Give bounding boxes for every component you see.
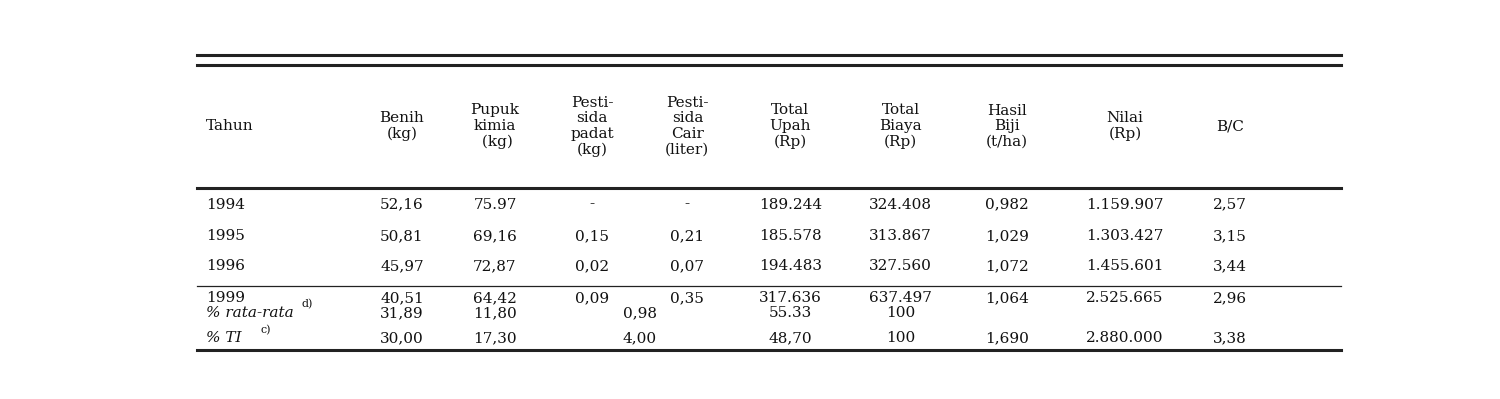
Text: 11,80: 11,80 <box>472 306 518 320</box>
Text: 31,89: 31,89 <box>380 306 424 320</box>
Text: 3,44: 3,44 <box>1212 259 1246 273</box>
Text: 0,35: 0,35 <box>670 291 705 305</box>
Text: 189.244: 189.244 <box>759 198 822 211</box>
Text: Total
Biaya
(Rp): Total Biaya (Rp) <box>879 103 922 149</box>
Text: 0,982: 0,982 <box>986 198 1029 211</box>
Text: % rata-rata: % rata-rata <box>206 306 294 320</box>
Text: d): d) <box>302 299 313 310</box>
Text: 0,02: 0,02 <box>574 259 609 273</box>
Text: 313.867: 313.867 <box>870 229 932 243</box>
Text: 1,029: 1,029 <box>986 229 1029 243</box>
Text: 2,96: 2,96 <box>1212 291 1246 305</box>
Text: 2.525.665: 2.525.665 <box>1086 291 1164 305</box>
Text: 1994: 1994 <box>206 198 245 211</box>
Text: 0,07: 0,07 <box>670 259 705 273</box>
Text: 64,42: 64,42 <box>472 291 518 305</box>
Text: 17,30: 17,30 <box>472 331 518 345</box>
Text: 1,072: 1,072 <box>986 259 1029 273</box>
Text: 0,09: 0,09 <box>574 291 609 305</box>
Text: 100: 100 <box>886 306 915 320</box>
Text: 324.408: 324.408 <box>868 198 932 211</box>
Text: 50,81: 50,81 <box>380 229 424 243</box>
Text: 72,87: 72,87 <box>472 259 516 273</box>
Text: 30,00: 30,00 <box>380 331 424 345</box>
Text: 0,21: 0,21 <box>670 229 705 243</box>
Text: 0,15: 0,15 <box>574 229 609 243</box>
Text: 1.159.907: 1.159.907 <box>1086 198 1164 211</box>
Text: Pupuk
kimia
 (kg): Pupuk kimia (kg) <box>471 103 519 149</box>
Text: 317.636: 317.636 <box>759 291 822 305</box>
Text: 4,00: 4,00 <box>622 331 657 345</box>
Text: 48,70: 48,70 <box>768 331 812 345</box>
Text: 194.483: 194.483 <box>759 259 822 273</box>
Text: Hasil
Biji
(t/ha): Hasil Biji (t/ha) <box>986 104 1028 149</box>
Text: 1999: 1999 <box>206 291 245 305</box>
Text: 3,38: 3,38 <box>1214 331 1246 345</box>
Text: 1.303.427: 1.303.427 <box>1086 229 1164 243</box>
Text: 0,98: 0,98 <box>622 306 657 320</box>
Text: 185.578: 185.578 <box>759 229 822 243</box>
Text: -: - <box>686 198 690 211</box>
Text: Total
Upah
(Rp): Total Upah (Rp) <box>770 103 812 149</box>
Text: 1995: 1995 <box>206 229 245 243</box>
Text: 52,16: 52,16 <box>380 198 424 211</box>
Text: 40,51: 40,51 <box>380 291 424 305</box>
Text: -: - <box>590 198 594 211</box>
Text: 3,15: 3,15 <box>1212 229 1246 243</box>
Text: Nilai
(Rp): Nilai (Rp) <box>1107 111 1143 141</box>
Text: B/C: B/C <box>1215 119 1243 133</box>
Text: 75.97: 75.97 <box>474 198 516 211</box>
Text: 2.880.000: 2.880.000 <box>1086 331 1164 345</box>
Text: Pesti-
sida
Cair
(liter): Pesti- sida Cair (liter) <box>666 96 710 157</box>
Text: c): c) <box>261 324 272 335</box>
Text: Pesti-
sida
padat
(kg): Pesti- sida padat (kg) <box>570 95 614 157</box>
Text: % TI: % TI <box>206 331 242 345</box>
Text: Benih
(kg): Benih (kg) <box>380 111 424 141</box>
Text: 327.560: 327.560 <box>870 259 932 273</box>
Text: 1,064: 1,064 <box>986 291 1029 305</box>
Text: 637.497: 637.497 <box>870 291 932 305</box>
Text: 1996: 1996 <box>206 259 245 273</box>
Text: 1.455.601: 1.455.601 <box>1086 259 1164 273</box>
Text: 2,57: 2,57 <box>1212 198 1246 211</box>
Text: 69,16: 69,16 <box>472 229 518 243</box>
Text: Tahun: Tahun <box>206 119 254 133</box>
Text: 45,97: 45,97 <box>380 259 424 273</box>
Text: 55.33: 55.33 <box>768 306 812 320</box>
Text: 100: 100 <box>886 331 915 345</box>
Text: 1,690: 1,690 <box>986 331 1029 345</box>
